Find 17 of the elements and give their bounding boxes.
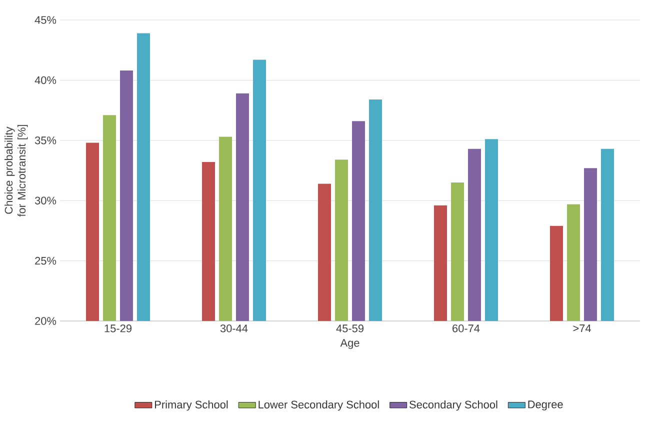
x-tick-label: >74 [573,324,591,332]
legend-label: Lower Secondary School [258,400,379,411]
x-tick-label: 15-29 [104,324,132,332]
y-tick-label: 30% [34,196,56,204]
legend-label: Secondary School [410,400,498,411]
y-tick-label: 45% [34,16,56,24]
y-tick-label: 35% [34,136,56,144]
y-tick-label: 25% [35,256,56,265]
y-tick-label: 40% [34,76,56,84]
legend-label: Degree [528,400,563,410]
x-axis-title: Age [340,339,360,349]
x-tick-label: 45-59 [336,324,364,332]
y-axis-title: Choice probability for Microtransit [%] [4,125,28,217]
y-tick-label: 20% [35,317,56,325]
x-tick-label: 60-74 [452,324,480,332]
legend-label: Primary School [155,400,228,411]
x-tick-label: 30-44 [220,324,248,332]
